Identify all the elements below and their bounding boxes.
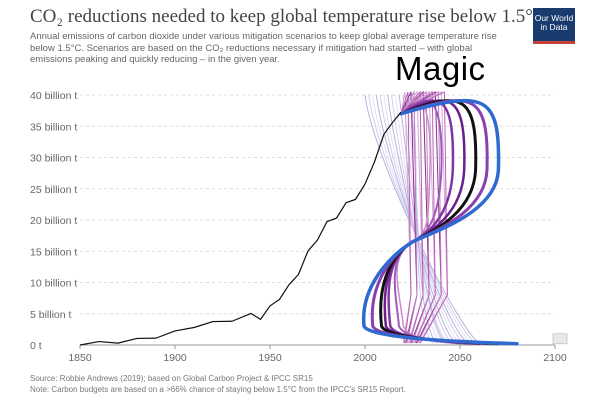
- x-tick-label: 1950: [258, 352, 282, 364]
- chart-title: CO₂ reductions needed to keep global tem…: [30, 6, 546, 27]
- logo-line-1: Our World: [534, 13, 574, 23]
- y-tick-label: 30 billion t: [30, 153, 77, 165]
- historical-emissions-line: [79, 111, 402, 346]
- y-tick-label: 25 billion t: [30, 184, 77, 196]
- scenario-line: [410, 94, 438, 344]
- scenario-spike: [400, 90, 430, 344]
- scenario-spike: [400, 90, 424, 344]
- x-tick-label: 2000: [353, 352, 377, 364]
- scenario-spike: [400, 91, 412, 344]
- scenario-spike: [400, 91, 418, 344]
- bent-scenario-curve: [361, 98, 519, 346]
- source-note: Source: Robbie Andrews (2019); based on …: [30, 374, 313, 383]
- y-tick-label: 20 billion t: [30, 215, 77, 227]
- y-tick-label: 40 billion t: [30, 90, 77, 102]
- y-tick-label: 15 billion t: [30, 246, 77, 258]
- y-tick-label: 5 billion t: [30, 309, 72, 321]
- corner-marker: [552, 333, 568, 345]
- x-tick-label: 2100: [543, 352, 567, 364]
- x-tick-label: 1850: [68, 352, 92, 364]
- magic-annotation: Magic: [395, 50, 486, 87]
- footnote: Note: Carbon budgets are based on a >66%…: [30, 385, 406, 394]
- scenario-spike: [400, 90, 418, 344]
- logo-line-2: in Data: [540, 22, 568, 32]
- chart-subtitle: Annual emissions of carbon dioxide under…: [30, 31, 497, 65]
- scenario-spike: [400, 90, 430, 344]
- x-tick-label: 2050: [448, 352, 472, 364]
- x-tick-label: 1900: [163, 352, 187, 364]
- scenario-spike: [400, 91, 412, 344]
- owid-logo[interactable]: Our World in Data: [533, 8, 575, 44]
- y-tick-label: 35 billion t: [30, 121, 77, 133]
- y-tick-label: 0 t: [30, 340, 42, 352]
- y-tick-label: 10 billion t: [30, 278, 77, 290]
